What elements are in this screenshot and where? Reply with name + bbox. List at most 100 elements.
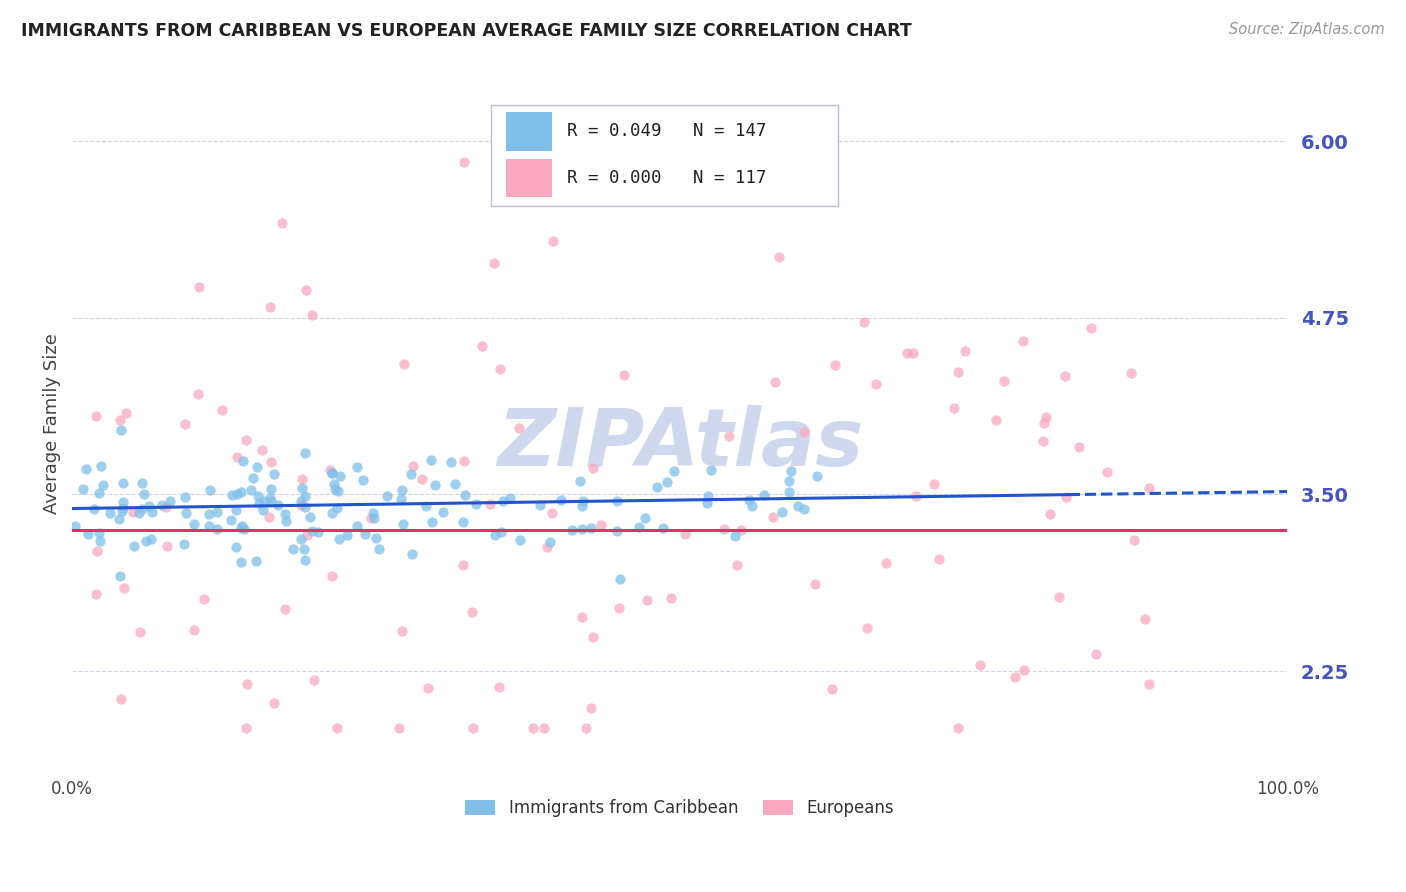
Point xyxy=(329,469,352,483)
Point xyxy=(128,506,150,520)
Point xyxy=(738,492,761,507)
Point xyxy=(730,523,752,537)
Point xyxy=(793,425,815,439)
Point xyxy=(321,466,343,480)
Point xyxy=(1135,612,1157,626)
Point xyxy=(115,406,138,420)
Point xyxy=(155,500,177,514)
Point xyxy=(111,501,134,516)
Point xyxy=(188,279,211,293)
Point xyxy=(257,509,280,524)
Point xyxy=(741,499,763,513)
Point xyxy=(273,508,295,522)
Point xyxy=(662,465,685,479)
Point xyxy=(852,314,875,328)
Point xyxy=(1047,590,1070,604)
Point xyxy=(225,503,247,517)
Point xyxy=(948,721,970,735)
Point xyxy=(110,413,132,427)
Point xyxy=(271,217,294,231)
Point xyxy=(724,529,747,543)
Point xyxy=(219,513,242,527)
Point xyxy=(1012,663,1035,677)
Point xyxy=(399,467,422,482)
Point xyxy=(90,459,112,474)
Point xyxy=(75,462,97,476)
Point xyxy=(321,466,343,480)
Point xyxy=(541,234,564,248)
Point xyxy=(479,497,502,511)
Point xyxy=(239,483,262,497)
Point xyxy=(636,592,658,607)
Point xyxy=(627,520,650,534)
Point xyxy=(572,493,595,508)
Point xyxy=(122,506,145,520)
Point xyxy=(659,591,682,605)
Point xyxy=(352,474,374,488)
Point xyxy=(290,532,312,546)
Point xyxy=(491,525,513,540)
Point xyxy=(235,721,257,735)
Point xyxy=(969,657,991,672)
Point xyxy=(392,516,415,531)
Point xyxy=(392,357,415,371)
Point xyxy=(198,519,221,533)
Point xyxy=(1067,441,1090,455)
Point xyxy=(865,376,887,391)
Point xyxy=(295,283,318,297)
Point xyxy=(250,442,273,457)
Point xyxy=(529,498,551,512)
Point xyxy=(453,155,475,169)
Point xyxy=(770,505,793,519)
Point xyxy=(111,476,134,491)
Point xyxy=(63,518,86,533)
Point xyxy=(699,463,721,477)
Point xyxy=(198,483,221,498)
Point xyxy=(993,374,1015,388)
Point xyxy=(156,539,179,553)
Point xyxy=(193,592,215,607)
Point xyxy=(411,472,433,486)
Point xyxy=(290,493,312,508)
Point xyxy=(943,401,966,415)
Point xyxy=(582,630,605,644)
Point xyxy=(211,403,233,417)
Point xyxy=(488,680,510,694)
Point xyxy=(763,375,786,389)
Text: ZIPAtlas: ZIPAtlas xyxy=(496,406,863,483)
Point xyxy=(955,344,977,359)
Point xyxy=(423,478,446,492)
Point xyxy=(451,558,474,573)
Point xyxy=(1054,369,1077,384)
Point xyxy=(402,458,425,473)
FancyBboxPatch shape xyxy=(506,159,553,197)
Point xyxy=(391,624,413,638)
Point xyxy=(415,499,437,513)
Point xyxy=(1080,320,1102,334)
Text: Source: ZipAtlas.com: Source: ZipAtlas.com xyxy=(1229,22,1385,37)
Point xyxy=(875,556,897,570)
Point xyxy=(263,467,285,481)
Point xyxy=(346,518,368,533)
Point xyxy=(609,572,631,586)
Point xyxy=(174,490,197,504)
Point xyxy=(259,491,281,506)
Point xyxy=(401,547,423,561)
Point xyxy=(231,555,253,569)
Point xyxy=(673,526,696,541)
Point xyxy=(294,489,316,503)
Point xyxy=(368,541,391,556)
Point xyxy=(108,569,131,583)
Point xyxy=(786,499,808,513)
Point xyxy=(112,495,135,509)
Point xyxy=(550,493,572,508)
Point xyxy=(319,463,342,477)
Point xyxy=(323,477,346,491)
Point xyxy=(294,500,316,515)
Point xyxy=(571,522,593,536)
Point xyxy=(375,489,398,503)
Point xyxy=(389,491,412,506)
Point xyxy=(509,533,531,548)
Point xyxy=(856,621,879,635)
Point xyxy=(87,526,110,541)
